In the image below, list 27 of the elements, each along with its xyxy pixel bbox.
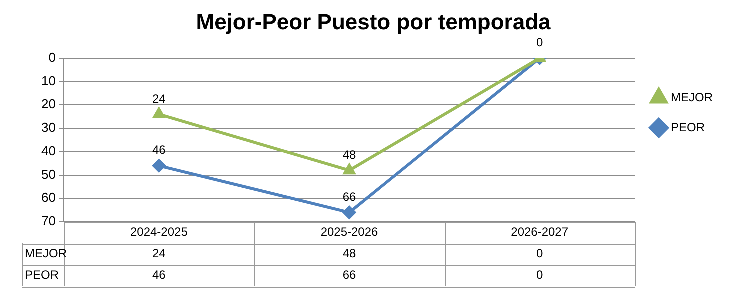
- y-tick-label: 10: [42, 73, 56, 88]
- annotation: 46: [152, 143, 166, 158]
- x-tick-label: 2026-2027: [511, 225, 569, 240]
- text: MEJOR: [25, 246, 67, 261]
- annotation: 24: [152, 92, 166, 106]
- data-label: 46: [152, 268, 166, 282]
- chart-title: Mejor-Peor Puesto por temporada: [196, 9, 552, 34]
- legend-label: PEOR: [671, 120, 706, 134]
- y-tick-label: 50: [42, 166, 56, 182]
- y-tick-label: 40: [42, 143, 56, 158]
- y-tick-label: 20: [42, 96, 56, 112]
- y-tick-label: 70: [42, 214, 56, 229]
- data-label: 48: [342, 246, 356, 261]
- y-tick-label: 30: [42, 120, 56, 136]
- legend-label: MEJOR: [671, 90, 714, 104]
- text: PEOR: [25, 268, 60, 282]
- data-label: 0: [536, 268, 544, 282]
- data-label: 66: [342, 268, 356, 282]
- annotation: 66: [342, 190, 356, 204]
- y-tick-label: 0: [48, 50, 56, 65]
- data-label: 0: [536, 246, 544, 261]
- annotation: 0: [536, 36, 544, 50]
- y-tick-label: 60: [42, 190, 56, 206]
- data-label: 24: [152, 246, 166, 261]
- x-tick-label: 2024-2025: [130, 225, 188, 240]
- annotation: 48: [342, 148, 356, 162]
- x-tick-label: 2025-2026: [320, 225, 379, 240]
